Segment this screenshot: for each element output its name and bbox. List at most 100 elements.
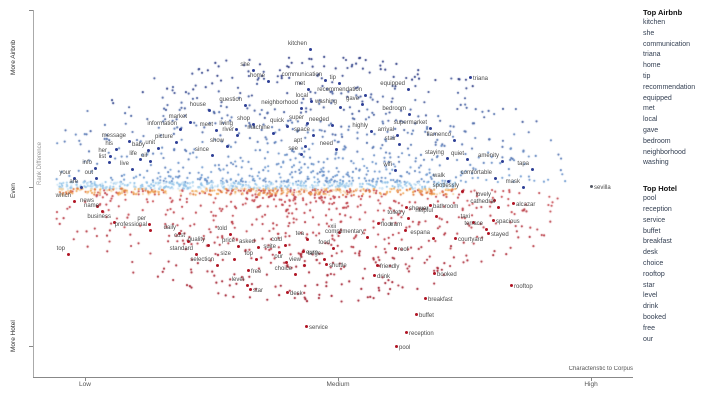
word-point-show[interactable]	[225, 144, 229, 148]
word-point-complimentary[interactable]	[365, 235, 369, 239]
word-label-see[interactable]: see	[288, 146, 298, 152]
word-point-quiet[interactable]	[465, 157, 469, 161]
word-label-tram[interactable]: tram	[390, 222, 402, 228]
word-point-tip[interactable]	[337, 81, 341, 85]
word-point-suite[interactable]	[277, 250, 281, 254]
word-label-recommendation[interactable]: recommendation	[317, 87, 362, 93]
word-label-stayed[interactable]: stayed	[491, 232, 509, 238]
word-point-baby[interactable]	[146, 148, 150, 152]
word-label-friendly[interactable]: friendly	[380, 264, 400, 270]
word-label-xii[interactable]: xii	[330, 224, 336, 230]
word-label-gave[interactable]: gave	[345, 96, 359, 102]
word-point-top[interactable]	[254, 257, 258, 261]
word-point-are[interactable]	[79, 185, 83, 189]
top-airbnb-item-gave[interactable]: gave	[643, 126, 659, 134]
word-label-unit[interactable]: unit	[145, 140, 155, 146]
word-label-market[interactable]: market	[168, 114, 187, 120]
word-label-shuttle[interactable]: shuttle	[329, 263, 347, 269]
word-point-quality[interactable]	[206, 243, 210, 247]
word-label-needed[interactable]: needed	[308, 117, 329, 123]
word-label-arrival[interactable]: arrival	[377, 127, 394, 133]
word-point-name[interactable]	[100, 209, 104, 213]
word-point-meet[interactable]	[214, 128, 218, 132]
word-point-lovely[interactable]	[492, 198, 496, 202]
word-label-machine[interactable]: machine	[247, 125, 270, 131]
word-point-need[interactable]	[334, 147, 338, 151]
word-point-oil[interactable]	[148, 159, 152, 163]
word-point-home[interactable]	[266, 79, 270, 83]
word-point-unit[interactable]	[156, 146, 160, 150]
word-point-bedroom[interactable]	[407, 112, 411, 116]
word-point-out[interactable]	[94, 176, 98, 180]
word-point-amenity[interactable]	[500, 159, 504, 163]
word-point-large[interactable]	[322, 257, 326, 261]
word-label-view[interactable]: view	[288, 257, 301, 263]
word-label-equipped[interactable]: equipped	[380, 81, 405, 87]
word-point-river[interactable]	[235, 133, 239, 137]
top-airbnb-item-met[interactable]: met	[643, 105, 655, 113]
word-point-market[interactable]	[188, 120, 192, 124]
word-label-roof[interactable]: roof	[398, 247, 409, 253]
word-label-desk[interactable]: desk	[290, 291, 303, 297]
word-label-spacious[interactable]: spacious	[496, 219, 520, 225]
word-label-star[interactable]: star	[253, 288, 264, 294]
word-label-living[interactable]: living	[219, 121, 233, 127]
word-point-cathedral[interactable]	[496, 205, 500, 209]
top-hotel-item-breakfast[interactable]: breakfast	[643, 238, 672, 246]
top-hotel-item-drink[interactable]: drink	[643, 303, 659, 311]
word-label-choice[interactable]: choice	[274, 266, 292, 272]
word-label-toiletry[interactable]: toiletry	[387, 210, 405, 216]
word-label-meet[interactable]: meet	[199, 122, 213, 128]
word-label-courtyard[interactable]: courtyard	[458, 237, 484, 243]
word-point-she[interactable]	[251, 68, 255, 72]
word-label-suite[interactable]: suite	[263, 244, 276, 250]
word-label-comfortable[interactable]: comfortable	[460, 170, 492, 176]
word-point-toiletry[interactable]	[406, 216, 410, 220]
word-point-shuttle[interactable]	[324, 262, 328, 266]
word-label-taxi[interactable]: taxi	[460, 214, 470, 220]
word-label-tapa[interactable]: tapa	[517, 161, 529, 167]
word-label-sevilla[interactable]: sevilla	[594, 185, 611, 191]
word-label-show[interactable]: show	[209, 138, 224, 144]
word-label-info[interactable]: info	[82, 160, 92, 166]
word-point-helpful[interactable]	[434, 214, 438, 218]
word-label-she[interactable]: she	[240, 62, 250, 68]
word-point-local[interactable]	[309, 99, 313, 103]
word-point-walk[interactable]	[446, 179, 450, 183]
word-label-information[interactable]: information	[147, 121, 177, 127]
word-point-pool[interactable]	[394, 344, 398, 348]
word-point-arrival[interactable]	[395, 133, 399, 137]
word-label-quiet[interactable]: quiet	[450, 151, 464, 157]
word-point-tapa[interactable]	[530, 167, 534, 171]
top-hotel-item-level[interactable]: level	[643, 292, 658, 300]
word-label-message[interactable]: message	[101, 133, 126, 139]
word-point-selection[interactable]	[215, 263, 219, 267]
word-point-spacious[interactable]	[491, 218, 495, 222]
word-point-comfortable[interactable]	[493, 176, 497, 180]
top-hotel-item-choice[interactable]: choice	[643, 259, 664, 267]
word-label-bedroom[interactable]: bedroom	[382, 106, 406, 112]
word-point-see[interactable]	[299, 152, 303, 156]
word-label-told[interactable]: told	[217, 226, 227, 232]
word-point-recommendation[interactable]	[363, 93, 367, 97]
word-label-size[interactable]: size	[220, 251, 231, 257]
top-airbnb-item-recommendation[interactable]: recommendation	[643, 83, 696, 91]
word-point-told[interactable]	[228, 232, 232, 236]
top-airbnb-item-she[interactable]: she	[643, 29, 655, 37]
word-label-out[interactable]: out	[84, 170, 93, 176]
top-hotel-item-reception[interactable]: reception	[643, 205, 672, 213]
word-point-since[interactable]	[210, 153, 214, 157]
top-airbnb-item-home[interactable]: home	[643, 62, 661, 70]
top-hotel-item-service[interactable]: service	[643, 216, 666, 224]
word-label-her[interactable]: her	[98, 148, 107, 154]
word-point-shop[interactable]	[251, 122, 255, 126]
word-point-your[interactable]	[72, 176, 76, 180]
top-hotel-item-pool[interactable]: pool	[643, 195, 657, 203]
word-label-river[interactable]: river	[222, 127, 234, 133]
word-label-need[interactable]: need	[319, 141, 333, 147]
word-point-cold[interactable]	[283, 243, 287, 247]
word-point-free[interactable]	[246, 268, 250, 272]
top-hotel-item-star[interactable]: star	[643, 281, 655, 289]
word-point-supermarket[interactable]	[428, 126, 432, 130]
word-point-food[interactable]	[331, 246, 335, 250]
